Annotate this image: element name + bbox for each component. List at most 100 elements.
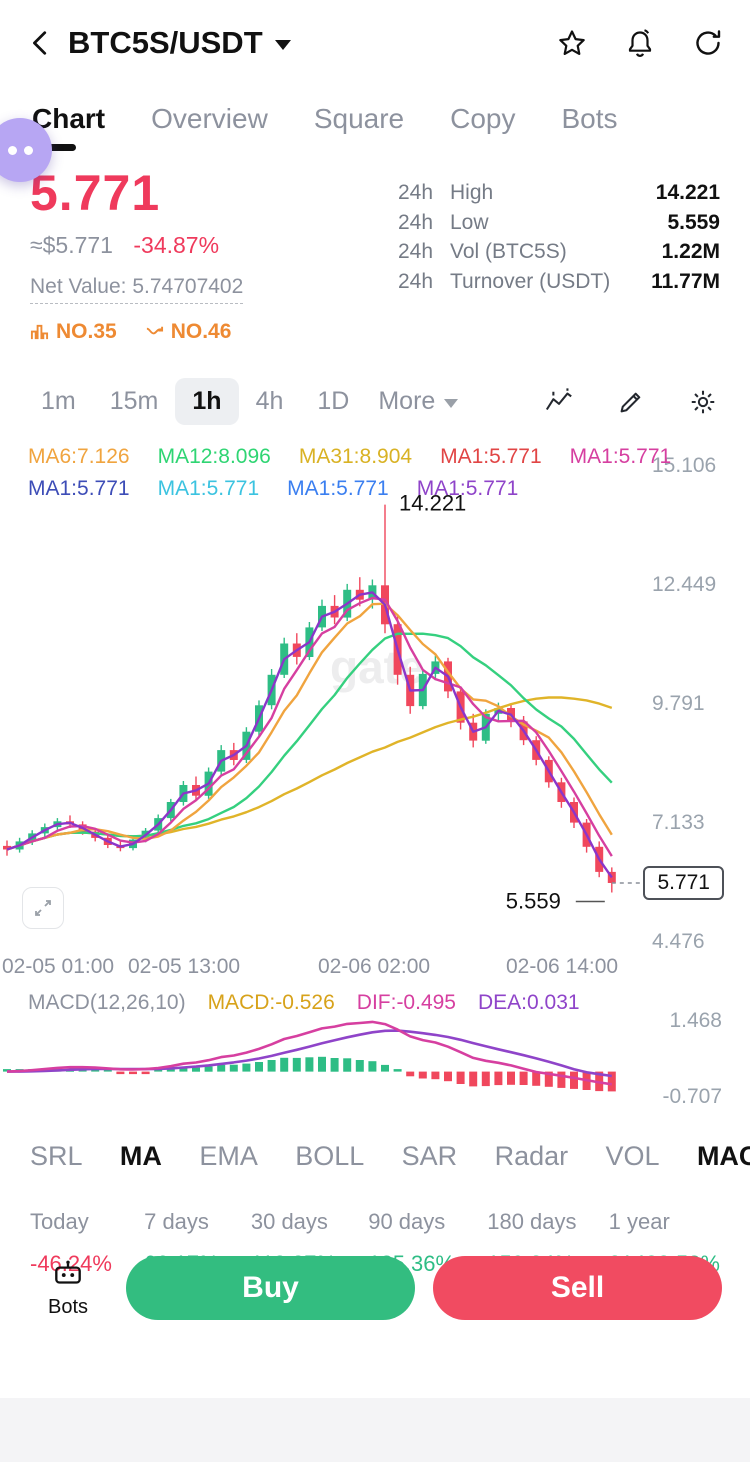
svg-text:7.133: 7.133 <box>652 811 705 834</box>
last-price: 5.771 <box>30 165 161 221</box>
indicator-vol[interactable]: VOL <box>605 1140 660 1171</box>
ma-label: MA1:5.771 <box>157 477 260 500</box>
draw-button[interactable] <box>616 387 646 417</box>
alert-button[interactable] <box>624 27 656 59</box>
svg-text:4.476: 4.476 <box>652 930 705 953</box>
bell-icon <box>628 29 652 57</box>
stat-row-low: 24h Low 5.559 <box>398 210 720 234</box>
chart-panel: MA6:7.126 MA12:8.096 MA31:8.904 MA1:5.77… <box>0 441 750 989</box>
favorite-button[interactable] <box>556 27 588 59</box>
indicator-radar[interactable]: Radar <box>494 1140 569 1171</box>
buy-button[interactable]: Buy <box>126 1256 415 1320</box>
net-value[interactable]: Net Value: 5.74707402 <box>30 275 244 304</box>
footer-band <box>0 1398 750 1462</box>
header: BTC5S/USDT <box>0 0 750 86</box>
chevron-down-icon <box>444 398 459 408</box>
refresh-icon <box>696 30 721 55</box>
tab-overview[interactable]: Overview <box>151 103 268 134</box>
macd-labels: MACD(12,26,10) MACD:-0.526 DIF:-0.495 DE… <box>28 991 580 1015</box>
chevron-down-icon <box>274 40 291 50</box>
star-icon <box>559 30 585 55</box>
stat-row-high: 24h High 14.221 <box>398 181 720 204</box>
stat-row-turnover: 24h Turnover (USDT) 11.77M <box>398 269 720 293</box>
top-tabs: Chart Overview Square Copy Bots <box>0 92 750 151</box>
indicator-sar[interactable]: SAR <box>401 1140 458 1171</box>
macd-chart[interactable] <box>0 991 750 1123</box>
svg-text:9.791: 9.791 <box>652 692 705 715</box>
page-title: BTC5S/USDT <box>68 25 263 60</box>
tab-copy[interactable]: Copy <box>450 103 516 134</box>
indicator-bar: SRL MA EMA BOLL SAR Radar VOL MACD <box>0 1127 750 1185</box>
dif-value: DIF:-0.495 <box>356 991 456 1014</box>
rank-badges: NO.35 NO.46 <box>30 320 243 344</box>
rank-bars-icon <box>30 324 49 339</box>
settings-button[interactable] <box>688 387 718 417</box>
chart-style-button[interactable] <box>544 387 574 417</box>
bots-shortcut[interactable]: Bots <box>28 1257 108 1319</box>
svg-text:15.106: 15.106 <box>652 454 716 477</box>
header-icons <box>556 27 724 59</box>
chevron-left-icon <box>33 31 47 55</box>
ma-label: MA6:7.126 <box>28 445 130 468</box>
chart-style-icon <box>545 387 572 410</box>
current-price-tag[interactable]: 5.771 <box>643 866 724 900</box>
bottom-action-bar: Bots Buy Sell <box>0 1256 750 1320</box>
back-button[interactable] <box>26 28 56 58</box>
tab-square[interactable]: Square <box>313 103 405 134</box>
macd-panel: MACD(12,26,10) MACD:-0.526 DIF:-0.495 DE… <box>0 991 750 1123</box>
ma-label: MA31:8.904 <box>298 445 413 468</box>
pencil-icon <box>620 392 641 412</box>
trend-wave-icon <box>146 326 163 334</box>
indicator-ma[interactable]: MA <box>119 1140 162 1171</box>
indicator-srl[interactable]: SRL <box>30 1140 83 1171</box>
timeframe-1h[interactable]: 1h <box>175 378 239 425</box>
timeframe-15m[interactable]: 15m <box>109 387 159 415</box>
robot-icon <box>55 1260 81 1284</box>
price-block: 5.771 ≈$5.771 -34.87% Net Value: 5.74707… <box>30 165 244 344</box>
sell-button[interactable]: Sell <box>433 1256 722 1320</box>
timeframe-4h[interactable]: 4h <box>255 387 284 415</box>
trend-badge[interactable]: NO.46 <box>145 320 231 344</box>
price-section: 5.771 ≈$5.771 -34.87% Net Value: 5.74707… <box>0 168 750 344</box>
macd-title: MACD(12,26,10) <box>28 991 186 1014</box>
x-axis-labels: 02-05 01:00 02-05 13:00 02-06 02:00 02-0… <box>2 955 619 978</box>
timeframe-bar: 1m 15m 1h 4h 1D More <box>0 378 750 425</box>
ma-labels-row1: MA6:7.126 MA12:8.096 MA31:8.904 MA1:5.77… <box>28 445 671 469</box>
ma-label: MA1:5.771 <box>440 445 542 468</box>
ma-label: MA12:8.096 <box>157 445 271 468</box>
gear-icon <box>691 390 715 413</box>
assistant-bubble[interactable] <box>0 118 52 182</box>
svg-text:5.559: 5.559 <box>506 889 561 914</box>
timeframe-more[interactable]: More <box>366 378 470 425</box>
fullscreen-button[interactable] <box>22 887 64 929</box>
ma-label: MA1:5.771 <box>416 477 519 500</box>
tab-bots[interactable]: Bots <box>561 103 618 134</box>
macd-tick-bottom: -0.707 <box>662 1085 722 1108</box>
stat-row-volume: 24h Vol (BTC5S) 1.22M <box>398 240 720 263</box>
price-change-percent: -34.87% <box>133 232 220 258</box>
candlestick-chart[interactable]: gate14.2215.55915.10612.4499.7917.1334.4… <box>0 441 750 989</box>
perf-today: Today -46.24% <box>30 1209 112 1276</box>
pair-selector[interactable]: BTC5S/USDT <box>68 25 291 61</box>
ma-label: MA1:5.771 <box>28 477 130 500</box>
ma-labels-row2: MA1:5.771 MA1:5.771 MA1:5.771 MA1:5.771 <box>28 477 518 501</box>
approx-fiat-price: ≈$5.771 <box>30 232 113 258</box>
rank-badge[interactable]: NO.35 <box>30 320 117 344</box>
timeframe-1d[interactable]: 1D <box>317 387 350 415</box>
svg-text:12.449: 12.449 <box>652 573 716 596</box>
ma-label: MA1:5.771 <box>569 445 672 468</box>
market-stats: 24h High 14.221 24h Low 5.559 24h Vol (B… <box>398 178 720 344</box>
refresh-button[interactable] <box>692 27 724 59</box>
macd-value: MACD:-0.526 <box>207 991 335 1014</box>
expand-icon <box>35 900 51 916</box>
bots-label: Bots <box>47 1296 89 1318</box>
dea-value: DEA:0.031 <box>478 991 580 1014</box>
indicator-macd[interactable]: MACD <box>696 1140 750 1171</box>
indicator-boll[interactable]: BOLL <box>295 1140 365 1171</box>
macd-tick-top: 1.468 <box>669 1009 722 1032</box>
timeframe-1m[interactable]: 1m <box>41 387 76 415</box>
indicator-ema[interactable]: EMA <box>199 1140 258 1171</box>
svg-text:14.221: 14.221 <box>399 491 466 516</box>
ma-label: MA1:5.771 <box>287 477 389 500</box>
